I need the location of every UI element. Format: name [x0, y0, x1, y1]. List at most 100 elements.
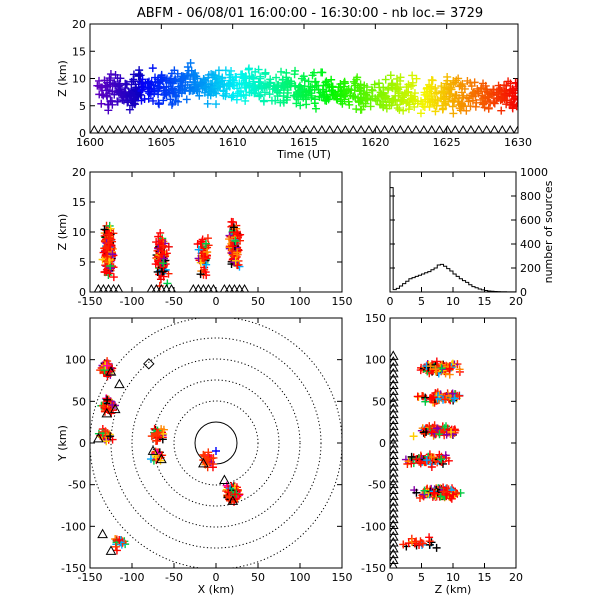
- station-marker: [97, 528, 108, 539]
- time-height-point: [422, 84, 431, 93]
- range-ring: [131, 358, 301, 528]
- height-y-point: [416, 459, 425, 468]
- x-height-point: [100, 225, 109, 234]
- plan-point: [151, 451, 160, 460]
- ground-station-marker: [395, 124, 405, 133]
- height-y-point: [413, 392, 422, 401]
- time-height-point: [481, 81, 490, 90]
- time-height-point: [344, 97, 353, 106]
- ground-station-marker: [285, 124, 295, 133]
- time-height-point: [203, 99, 212, 108]
- time-height-point: [439, 94, 448, 103]
- time-height-point: [496, 84, 505, 93]
- x-height-point: [102, 267, 111, 276]
- time-height-point: [137, 86, 146, 95]
- time-height-point: [427, 82, 436, 91]
- time-height-point: [312, 81, 321, 90]
- y-tick-label: 200: [520, 262, 541, 275]
- time-height-point: [352, 105, 361, 114]
- ground-station-marker: [208, 283, 218, 292]
- ground-station-marker: [199, 124, 209, 133]
- time-height-point: [260, 88, 269, 97]
- y-axis-title: number of sources: [542, 180, 555, 283]
- ground-station-marker: [419, 124, 429, 133]
- station-marker: [390, 472, 399, 483]
- time-height-point: [480, 103, 489, 112]
- range-ring: [110, 337, 322, 549]
- station-marker: [227, 495, 239, 505]
- time-height-point: [225, 70, 234, 79]
- time-height-point: [212, 100, 221, 109]
- y-tick-label: 1000: [520, 166, 548, 179]
- ground-station-marker: [136, 124, 146, 133]
- height-y-point: [433, 424, 442, 433]
- station-marker: [390, 373, 399, 384]
- plan-point: [204, 454, 213, 463]
- ground-station-marker: [121, 124, 131, 133]
- station-marker: [156, 453, 167, 464]
- ground-station-marker: [238, 124, 248, 133]
- station-marker: [390, 513, 399, 524]
- ground-station-marker: [380, 124, 390, 133]
- time-height-point: [431, 83, 440, 92]
- time-height-point: [398, 95, 407, 104]
- time-height-point: [195, 91, 204, 100]
- x-height-point: [228, 242, 237, 251]
- time-height-point: [232, 95, 241, 104]
- time-height-point: [196, 78, 205, 87]
- time-height-point: [410, 89, 419, 98]
- station-marker: [390, 484, 399, 494]
- time-height-point: [283, 77, 292, 86]
- ground-station-marker: [356, 124, 366, 133]
- time-height-point: [506, 79, 515, 88]
- time-height-point: [311, 77, 320, 86]
- time-height-point: [144, 94, 153, 103]
- x-height-sources: [93, 217, 250, 292]
- x-height-point: [99, 248, 108, 257]
- y-tick-label: 5: [79, 100, 86, 113]
- x-tick-label: 10: [446, 571, 460, 584]
- time-height-point: [402, 99, 411, 108]
- time-height-point: [186, 75, 195, 84]
- time-height-point: [118, 93, 127, 102]
- time-height-point: [458, 82, 467, 91]
- time-height-point: [446, 80, 455, 89]
- time-height-point: [217, 76, 226, 85]
- time-height-point: [497, 106, 506, 115]
- time-height-point: [182, 95, 191, 104]
- time-height-point: [371, 96, 380, 105]
- time-height-point: [433, 95, 442, 104]
- ground-station-marker: [231, 124, 241, 133]
- time-height-point: [355, 98, 364, 107]
- height-y-point: [439, 487, 448, 496]
- height-y-point: [437, 455, 446, 464]
- ground-station-marker: [246, 124, 256, 133]
- station-marker: [390, 548, 399, 559]
- time-height-point: [135, 71, 144, 80]
- time-height-point: [222, 89, 231, 98]
- station-marker: [390, 396, 399, 407]
- time-height-point: [159, 96, 168, 105]
- time-height-point: [261, 79, 270, 88]
- station-marker: [390, 560, 398, 568]
- ground-station-marker: [270, 124, 280, 133]
- time-height-point: [276, 98, 285, 107]
- time-height-point: [509, 100, 518, 109]
- height-y-point: [425, 533, 434, 542]
- ground-station-marker: [435, 124, 445, 133]
- time-height-point: [184, 66, 193, 75]
- x-tick-label: 20: [509, 571, 523, 584]
- station-marker: [390, 455, 399, 465]
- time-height-point: [404, 105, 413, 114]
- x-height-point: [196, 258, 205, 267]
- height-y-point: [436, 492, 445, 501]
- station-marker: [390, 443, 399, 454]
- range-ring: [173, 400, 259, 486]
- time-height-point: [124, 97, 133, 106]
- x-height-point: [233, 248, 242, 257]
- time-height-point: [387, 101, 396, 110]
- height-y-point: [437, 364, 446, 373]
- time-height-point: [186, 83, 195, 92]
- x-height-axes: -150 -100 -50 0 50 100 150 0 5 10 15 20 Z (km): [56, 166, 353, 308]
- time-height-point: [108, 87, 117, 96]
